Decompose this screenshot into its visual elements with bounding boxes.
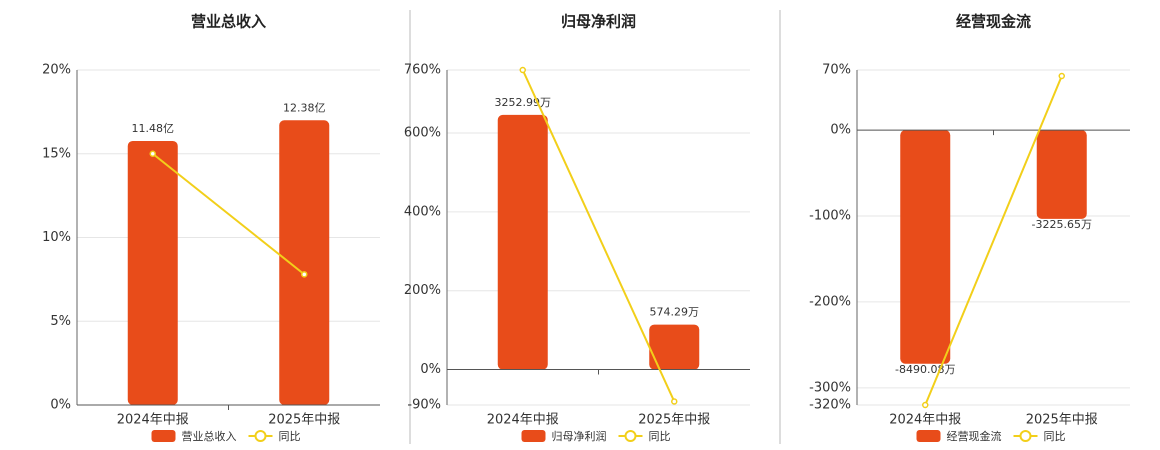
data-label: 3252.99万 <box>495 96 552 109</box>
legend-swatch <box>916 430 941 442</box>
y-tick-label: -100% <box>809 209 851 224</box>
y-tick-label: 15% <box>42 146 71 161</box>
line-point <box>1058 72 1065 80</box>
data-label: -3225.65万 <box>1032 218 1092 231</box>
x-tick-label: 2025年中报 <box>1026 413 1098 428</box>
x-tick-label: 2025年中报 <box>268 413 340 428</box>
data-label: 11.48亿 <box>132 122 175 135</box>
y-tick-label: 5% <box>50 314 71 329</box>
legend-label: 归母净利润 <box>552 429 607 443</box>
bar <box>497 114 548 370</box>
x-tick-label: 2024年中报 <box>487 413 559 428</box>
line <box>521 69 676 402</box>
x-tick-label: 2025年中报 <box>638 413 710 428</box>
bar <box>127 140 178 405</box>
y-tick-label: -90% <box>407 398 441 413</box>
x-tick-label: 2024年中报 <box>117 413 189 428</box>
y-tick-label: 10% <box>42 230 71 245</box>
legend-swatch <box>521 430 546 442</box>
line-point <box>671 398 678 405</box>
y-tick-label: -300% <box>809 380 851 395</box>
legend-label: 同比 <box>649 430 671 443</box>
y-tick-label: 760% <box>404 63 441 78</box>
legend-swatch <box>151 430 176 442</box>
chart-title: 营业总收入 <box>191 13 266 31</box>
line <box>924 75 1063 406</box>
legend-marker <box>624 430 637 442</box>
chart-title: 归母净利润 <box>561 13 636 31</box>
legend-label: 同比 <box>279 430 301 443</box>
legend-label: 经营现金流 <box>947 429 1002 443</box>
y-tick-label: 0% <box>830 123 851 138</box>
line-point <box>519 66 526 74</box>
y-tick-label: 400% <box>404 204 441 219</box>
x-tick-label: 2024年中报 <box>889 413 961 428</box>
bar <box>1036 130 1087 219</box>
bar <box>279 120 330 405</box>
line-point <box>922 401 929 409</box>
bar <box>649 324 700 370</box>
line-point <box>149 150 156 157</box>
legend-label: 营业总收入 <box>182 429 237 443</box>
line-point <box>301 271 308 278</box>
data-label: 12.38亿 <box>283 101 326 114</box>
data-label: 574.29万 <box>650 306 700 319</box>
bar <box>900 130 951 364</box>
line <box>152 152 305 276</box>
data-label: -8490.08万 <box>895 363 955 376</box>
legend-marker <box>1019 430 1032 442</box>
y-tick-label: 20% <box>42 63 71 78</box>
y-tick-label: -200% <box>809 294 851 309</box>
y-tick-label: -320% <box>809 398 851 413</box>
legend-label: 同比 <box>1044 430 1066 443</box>
legend-marker <box>254 430 267 442</box>
chart-title: 经营现金流 <box>956 13 1031 31</box>
y-tick-label: 600% <box>404 126 441 141</box>
y-tick-label: 0% <box>50 398 71 413</box>
y-tick-label: 0% <box>420 362 441 377</box>
y-tick-label: 70% <box>822 63 851 78</box>
y-tick-label: 200% <box>404 283 441 298</box>
